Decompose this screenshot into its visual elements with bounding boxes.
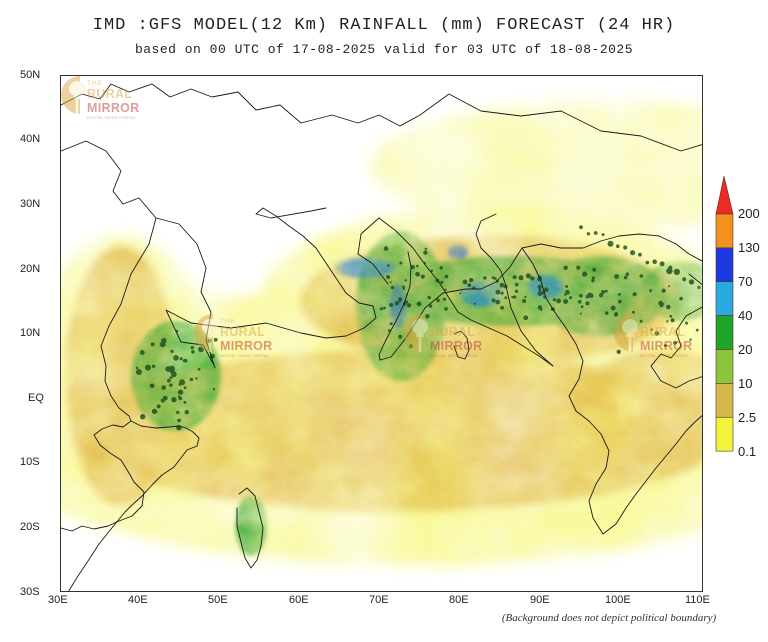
svg-text:0.1: 0.1 — [738, 444, 756, 459]
svg-text:40: 40 — [738, 308, 752, 323]
svg-text:20: 20 — [738, 342, 752, 357]
svg-text:THE: THE — [87, 80, 103, 87]
svg-text:10: 10 — [738, 376, 752, 391]
svg-text:200: 200 — [738, 206, 760, 221]
svg-text:2.5: 2.5 — [738, 410, 756, 425]
svg-text:RURAL: RURAL — [87, 87, 132, 101]
svg-text:130: 130 — [738, 240, 760, 255]
svg-text:70: 70 — [738, 274, 752, 289]
svg-text:MIRROR: MIRROR — [87, 101, 140, 115]
svg-text:DIGITAL NEWS PORTAL: DIGITAL NEWS PORTAL — [87, 116, 136, 120]
